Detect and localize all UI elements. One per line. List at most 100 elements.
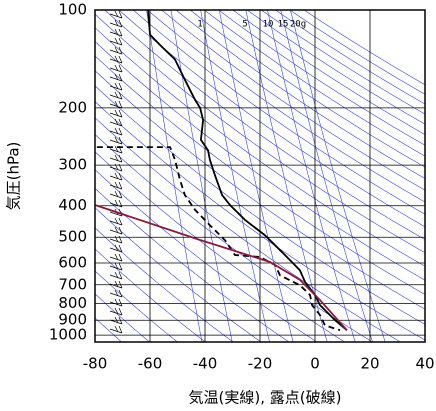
profile-line (147, 10, 348, 331)
mixing-ratio-line (290, 10, 386, 342)
wind-barb (109, 181, 123, 190)
dry-adiabat (303, 10, 425, 86)
wind-barb (109, 253, 123, 262)
dry-adiabat (95, 55, 425, 295)
wind-barb (109, 163, 123, 172)
dry-adiabat (95, 248, 206, 342)
dry-adiabat (104, 10, 425, 240)
wind-barb (109, 28, 123, 37)
wind-barb (109, 190, 123, 199)
wind-barb (109, 64, 123, 73)
dry-adiabat (95, 293, 150, 342)
dry-adiabat (95, 207, 262, 342)
dry-adiabat (189, 10, 425, 168)
wind-barb (109, 199, 123, 208)
wind-barb (109, 100, 123, 109)
wind-barb (109, 154, 123, 163)
wind-barb (109, 325, 123, 334)
dry-adiabat (95, 13, 425, 254)
wind-barb (109, 82, 123, 91)
wind-barb (109, 280, 123, 289)
profile-line (96, 146, 341, 332)
mixing-ratio-line (200, 10, 270, 342)
wind-barb (109, 55, 123, 64)
mixing-ratio-line (280, 10, 373, 342)
wind-barb (109, 127, 123, 136)
wind-barb (109, 262, 123, 271)
y-tick-label: 200 (58, 98, 87, 116)
x-tick-label: -60 (138, 355, 163, 373)
profile-line (95, 204, 348, 331)
mixing-ratio-line (218, 10, 294, 342)
dry-adiabat (161, 10, 425, 191)
wind-barb (109, 226, 123, 235)
grid (94, 9, 426, 342)
x-tick-label: 40 (415, 355, 434, 373)
mixing-ratio-label: 20g (290, 20, 306, 30)
profiles (95, 10, 348, 332)
dry-adiabat (132, 10, 425, 215)
y-axis-label: 気圧(hPa) (5, 142, 23, 211)
dry-adiabat (95, 41, 425, 281)
dry-adiabat (95, 101, 425, 341)
y-tick-label: 800 (58, 294, 87, 312)
mixing-ratio-label: 10 (263, 20, 274, 30)
y-tick-label: 100 (58, 1, 87, 19)
wind-barb (109, 136, 123, 145)
wind-barb (109, 298, 123, 307)
wind-barb (109, 235, 123, 244)
mixing-ratio-label: 1 (197, 20, 202, 30)
dry-adiabat (246, 10, 425, 125)
dry-adiabat (95, 227, 234, 342)
mixing-ratio-label: 15 (278, 20, 289, 30)
dry-adiabat (95, 270, 178, 342)
y-tick-label: 300 (58, 156, 87, 174)
wind-barb (109, 289, 123, 298)
mixing-ratio-line (146, 10, 203, 342)
x-tick-label: -20 (248, 355, 273, 373)
y-tick-label: 400 (58, 196, 87, 214)
x-tick-label: -80 (83, 355, 108, 373)
dry-adiabat (95, 117, 402, 342)
dry-adiabat (203, 10, 425, 157)
wind-barb (109, 10, 123, 19)
dry-adiabat (218, 10, 425, 146)
wind-barb (109, 244, 123, 253)
y-tick-label: 500 (58, 228, 87, 246)
dry-adiabat (146, 10, 425, 203)
x-tick-label: 20 (360, 355, 379, 373)
dry-adiabat (118, 10, 425, 228)
y-tick-label: 700 (58, 275, 87, 293)
y-tick-label: 900 (58, 311, 87, 329)
wind-barb (109, 73, 123, 82)
wind-barb (109, 46, 123, 55)
wind-barb (109, 19, 123, 28)
dry-adiabat (175, 10, 425, 179)
wind-barb (109, 37, 123, 46)
dry-adiabat (95, 151, 346, 342)
dry-adiabat (95, 169, 318, 342)
wind-barb (109, 91, 123, 100)
y-tick-label: 1000 (49, 326, 87, 344)
wind-barb (109, 271, 123, 280)
wind-barb (109, 172, 123, 181)
plot-frame (94, 9, 426, 343)
wind-barb (109, 316, 123, 325)
dry-adiabat (95, 27, 425, 267)
x-axis-label: 気温(実線), 露点(破線) (189, 389, 342, 407)
wind-barb (109, 109, 123, 118)
reference-lines (95, 10, 425, 342)
y-tick-label: 600 (58, 253, 87, 271)
x-tick-label: 0 (310, 355, 320, 373)
wind-barb (109, 118, 123, 127)
mixing-ratio-line (267, 10, 356, 342)
mixing-ratio-line (245, 10, 328, 342)
dry-adiabat (95, 85, 425, 325)
wind-barb (109, 217, 123, 226)
x-tick-label: -40 (193, 355, 218, 373)
wind-barbs (109, 10, 123, 334)
wind-barb (109, 307, 123, 316)
dry-adiabat (95, 187, 290, 342)
